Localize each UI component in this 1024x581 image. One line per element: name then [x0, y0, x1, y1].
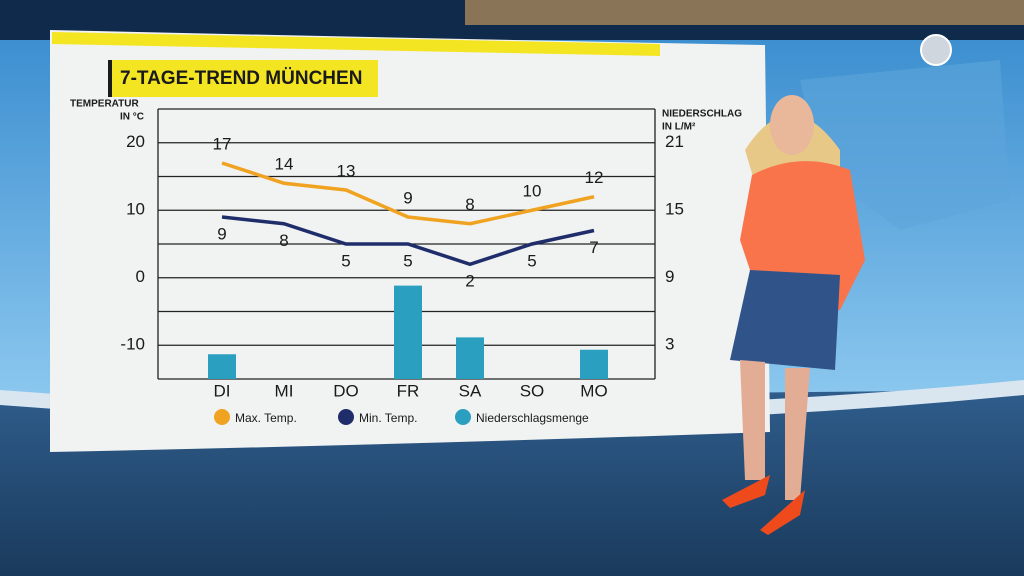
y2-tick-label: 15 — [665, 200, 684, 219]
title-box — [108, 60, 378, 97]
value-label: 5 — [341, 251, 350, 270]
value-label: 17 — [213, 134, 232, 153]
chart-title: 7-TAGE-TREND MÜNCHEN — [120, 68, 362, 89]
y-axis-label: TEMPERATUR — [70, 99, 139, 110]
temp-line — [221, 215, 595, 267]
y2-tick-label: 3 — [665, 335, 674, 354]
legend-label: Niederschlagsmenge — [476, 411, 589, 425]
value-label: 7 — [589, 238, 598, 257]
legend-swatch — [338, 409, 354, 425]
legend-swatch — [455, 409, 471, 425]
value-label: 9 — [217, 224, 226, 243]
value-label: 5 — [527, 251, 536, 270]
precip-bar — [208, 354, 236, 379]
x-tick-label: SA — [459, 381, 482, 400]
channel-logo — [920, 34, 952, 66]
y2-tick-label: 21 — [665, 132, 684, 151]
value-label: 14 — [275, 155, 294, 174]
y-tick-label: 20 — [126, 132, 145, 151]
head — [770, 95, 814, 155]
legend-label: Min. Temp. — [359, 411, 417, 425]
value-label: 5 — [403, 251, 412, 270]
precip-bar — [394, 285, 422, 379]
value-label: 10 — [523, 182, 542, 201]
board-stripe — [52, 32, 660, 56]
x-tick-label: SO — [520, 381, 545, 400]
y-tick-label: -10 — [120, 335, 145, 354]
x-tick-label: FR — [397, 381, 420, 400]
y-axis-label: IN °C — [120, 112, 144, 123]
value-label: 2 — [465, 272, 474, 291]
legend-swatch — [214, 409, 230, 425]
y2-axis-label: IN L/M² — [662, 122, 696, 133]
ceiling — [465, 0, 1024, 25]
title-marker — [108, 60, 112, 97]
shoes — [722, 475, 805, 535]
legs — [740, 360, 810, 500]
y-tick-label: 10 — [126, 200, 145, 219]
y-tick-label: 0 — [136, 267, 145, 286]
legend-label: Max. Temp. — [235, 411, 297, 425]
y2-axis-label: NIEDERSCHLAG — [662, 109, 742, 120]
skirt — [730, 270, 840, 370]
x-tick-label: MI — [275, 381, 294, 400]
x-tick-label: DI — [214, 381, 231, 400]
value-label: 8 — [465, 195, 474, 214]
x-tick-label: MO — [580, 381, 607, 400]
value-label: 8 — [279, 231, 288, 250]
value-label: 9 — [403, 188, 412, 207]
value-label: 12 — [585, 168, 604, 187]
precip-bar — [456, 337, 484, 379]
presenter — [722, 95, 865, 535]
y2-tick-label: 9 — [665, 267, 674, 286]
chart-board — [50, 30, 770, 452]
value-label: 13 — [337, 161, 356, 180]
x-tick-label: DO — [333, 381, 359, 400]
precip-bar — [580, 349, 608, 379]
temp-line — [221, 161, 595, 226]
